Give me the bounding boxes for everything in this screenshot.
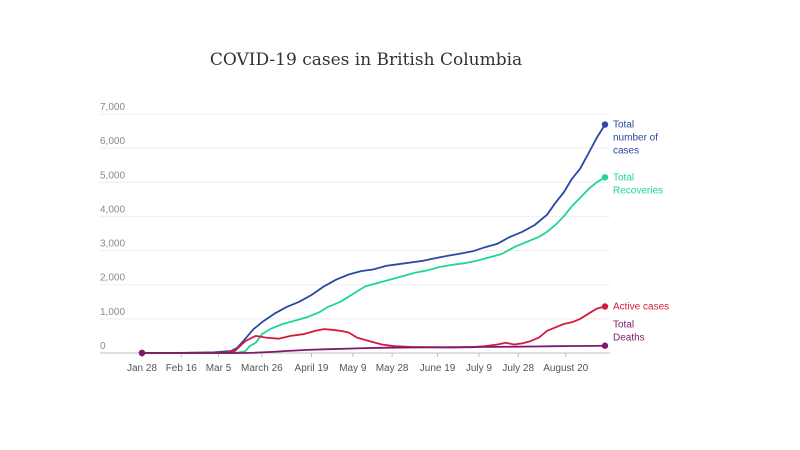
x-tick-label: August 20 — [543, 363, 588, 374]
series-label-line: Active cases — [613, 301, 669, 312]
series-line — [142, 176, 606, 354]
series-label: Active cases — [613, 301, 669, 312]
series-label-line: Total — [613, 120, 634, 131]
y-tick-label: 3,000 — [100, 239, 125, 250]
y-tick-label: 7,000 — [100, 102, 125, 113]
x-tick-label: Mar 5 — [206, 363, 232, 374]
series-end-dot — [601, 174, 609, 181]
x-tick-label: May 28 — [376, 363, 409, 374]
x-tick-label: June 19 — [420, 363, 456, 374]
series-label-line: cases — [613, 146, 639, 157]
series-end-dot — [601, 342, 609, 349]
y-tick-label: 2,000 — [100, 273, 125, 284]
grid-lines — [100, 113, 610, 354]
x-axis-ticks: Jan 28 Feb 16 Mar 5 March 26 April 19 May 9 Ma… — [127, 353, 589, 374]
series-label: Total Deaths — [613, 320, 645, 344]
y-tick-label: 6,000 — [100, 136, 125, 147]
series-start-dot — [138, 349, 146, 357]
x-tick-label: May 9 — [339, 363, 367, 374]
y-axis-ticks: 0 1,000 2,000 3,000 4,000 5,000 6,000 7,000 — [100, 102, 125, 352]
x-tick-label: Feb 16 — [166, 363, 198, 374]
series-end-dot — [601, 121, 609, 128]
x-tick-label: July 9 — [466, 363, 493, 374]
series-label-line: Total — [613, 172, 634, 183]
y-tick-label: 5,000 — [100, 170, 125, 181]
series-label-line: Deaths — [613, 333, 645, 344]
series-label: Total number of cases — [613, 120, 658, 157]
series-end-dot — [601, 303, 609, 310]
series-label: Total Recoveries — [613, 172, 663, 196]
y-tick-label: 0 — [100, 341, 106, 352]
series-labels: Total number of cases Total Recoveries Active… — [613, 120, 669, 344]
series-label-line: Recoveries — [613, 185, 663, 196]
y-tick-label: 1,000 — [100, 307, 125, 318]
series-label-line: Total — [613, 320, 634, 331]
series-lines — [138, 121, 609, 357]
series-line — [142, 344, 606, 354]
x-tick-label: March 26 — [241, 363, 283, 374]
y-tick-label: 4,000 — [100, 204, 125, 215]
x-tick-label: April 19 — [295, 363, 329, 374]
chart-title: COVID-19 cases in British Columbia — [209, 50, 523, 70]
series-line — [141, 124, 606, 354]
series-label-line: number of — [613, 133, 658, 144]
x-tick-label: July 28 — [502, 363, 534, 374]
x-tick-label: Jan 28 — [127, 363, 157, 374]
